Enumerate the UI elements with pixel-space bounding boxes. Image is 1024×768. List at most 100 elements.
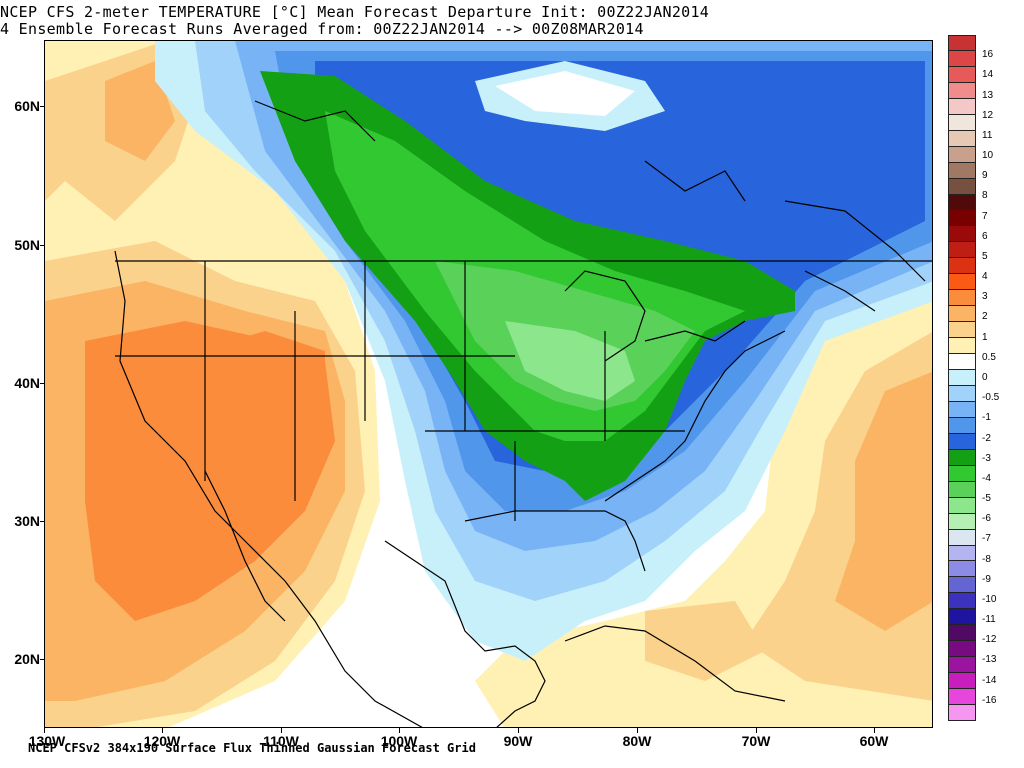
lon-label-120w: 120W [143, 733, 181, 749]
color-scale-swatch [948, 593, 976, 610]
lon-label-70w: 70W [741, 733, 771, 749]
temperature-anomaly-map [45, 41, 932, 727]
color-scale-label: 0 [982, 372, 988, 383]
lat-tick [40, 106, 44, 107]
color-scale-label: 12 [982, 109, 994, 121]
color-scale-label: -2 [982, 432, 991, 444]
coastline-and-borders [114, 100, 932, 727]
color-scale-label: -1 [982, 412, 991, 424]
color-scale-swatch [948, 338, 976, 355]
color-scale-swatch [948, 545, 976, 562]
lat-label-40n: 40N [14, 375, 40, 391]
color-scale-swatch [948, 162, 976, 179]
lon-label-130w: 130W [28, 733, 66, 749]
color-scale-swatch [948, 98, 976, 115]
color-scale-label: 8 [982, 190, 988, 202]
color-scale-label: 3 [982, 291, 988, 303]
color-scale-swatch [948, 226, 976, 243]
lon-tick [399, 728, 400, 733]
lon-tick [44, 728, 45, 733]
color-scale-swatch [948, 417, 976, 434]
lon-tick [637, 728, 638, 733]
color-scale-swatch [948, 82, 976, 99]
color-scale-swatch [948, 242, 976, 259]
color-scale-swatch [948, 401, 976, 418]
map-panel [44, 40, 933, 728]
color-scale-label: 1 [982, 331, 988, 343]
color-scale-swatch [948, 194, 976, 211]
map-title-line-1: NCEP CFS 2-meter TEMPERATURE [°C] Mean F… [0, 3, 710, 21]
color-scale-label: 4 [982, 271, 988, 283]
color-scale-label: -14 [982, 674, 997, 686]
color-scale-bar [948, 35, 976, 721]
lon-label-110w: 110W [263, 733, 299, 749]
color-scale-swatch [948, 433, 976, 450]
color-scale-swatch [948, 306, 976, 323]
color-scale-swatch [948, 529, 976, 546]
color-scale-label: -3 [982, 452, 991, 464]
grid-footer-note: NCEP CFSv2 384x190 Surface Flux Thinned … [28, 741, 476, 755]
color-scale-label: 10 [982, 150, 994, 162]
color-scale-swatch [948, 689, 976, 706]
color-scale-label: 16 [982, 49, 994, 61]
warm-anomaly-atlantic-shading [475, 291, 932, 727]
color-scale-swatch [948, 513, 976, 530]
lat-tick [40, 521, 44, 522]
color-scale-swatch [948, 657, 976, 674]
color-scale-swatch [948, 609, 976, 626]
color-scale-label: 14 [982, 69, 994, 81]
color-scale-swatch [948, 481, 976, 498]
color-scale-label: -10 [982, 593, 997, 605]
color-scale-label: 5 [982, 250, 988, 262]
lat-tick [40, 659, 44, 660]
color-scale-label: -4 [982, 472, 991, 484]
color-scale-swatch [948, 130, 976, 147]
cold-anomaly-core-shading [260, 71, 795, 501]
color-scale-swatch [948, 146, 976, 163]
lon-tick [874, 728, 875, 733]
lat-tick [40, 245, 44, 246]
color-scale-swatch [948, 641, 976, 658]
color-scale-label: -0.5 [982, 392, 1000, 404]
color-scale-label: 2 [982, 311, 988, 323]
color-scale-swatch [948, 354, 976, 371]
color-scale-label: 0.5 [982, 351, 996, 363]
color-scale-label: -16 [982, 694, 997, 706]
color-scale-label: 7 [982, 210, 988, 222]
color-scale-swatch [948, 370, 976, 386]
color-scale-swatch [948, 561, 976, 578]
lat-tick [40, 383, 44, 384]
color-scale-label: 6 [982, 230, 988, 242]
lat-label-20n: 20N [14, 651, 40, 667]
color-scale-swatch [948, 449, 976, 466]
color-scale-swatch [948, 497, 976, 514]
lon-label-90w: 90W [503, 733, 533, 749]
color-scale-swatch [948, 50, 976, 67]
color-scale-swatch [948, 178, 976, 195]
color-scale-label: -12 [982, 634, 997, 646]
color-scale-swatch [948, 385, 976, 402]
lat-label-50n: 50N [14, 237, 40, 253]
color-scale-swatch [948, 290, 976, 307]
lat-label-30n: 30N [14, 513, 40, 529]
color-scale-swatch [948, 258, 976, 275]
color-scale-swatch [948, 705, 976, 721]
lat-label-60n: 60N [14, 98, 40, 114]
color-scale-label: -9 [982, 573, 991, 585]
color-scale-swatch [948, 465, 976, 482]
lon-label-60w: 60W [859, 733, 889, 749]
color-scale-swatch [948, 114, 976, 131]
color-scale-label: -11 [982, 614, 996, 626]
color-scale-swatch [948, 322, 976, 339]
lon-tick [281, 728, 282, 733]
color-scale-swatch [948, 210, 976, 227]
color-scale-swatch [948, 577, 976, 594]
color-scale-label: 11 [982, 129, 993, 141]
color-scale-label: -5 [982, 493, 991, 505]
color-scale-label: 13 [982, 89, 994, 101]
color-scale-swatch [948, 625, 976, 642]
color-scale-swatch [948, 66, 976, 83]
color-scale-swatch [948, 274, 976, 291]
map-title-line-2: 4 Ensemble Forecast Runs Averaged from: … [0, 20, 644, 38]
lon-tick [756, 728, 757, 733]
